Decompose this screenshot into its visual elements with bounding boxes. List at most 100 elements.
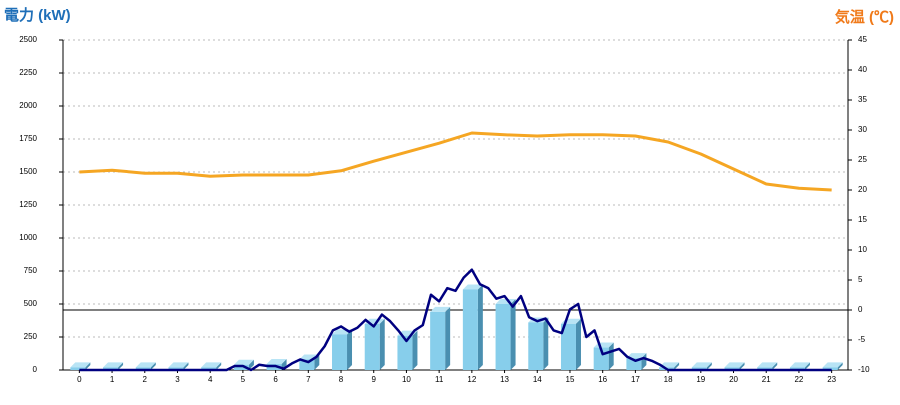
bar-side: [674, 362, 680, 370]
x-tick-label: 21: [762, 375, 771, 384]
x-tick-label: 3: [175, 375, 180, 384]
bar: [103, 367, 119, 370]
bar-top: [233, 359, 254, 365]
y2-tick-label: -5: [858, 335, 866, 344]
y2-tick-label: 15: [858, 215, 867, 224]
bar: [364, 323, 380, 370]
bar: [168, 367, 184, 370]
x-tick-label: 5: [241, 375, 246, 384]
bar-side: [772, 362, 778, 370]
x-tick-label: 22: [794, 375, 803, 384]
x-tick-label: 16: [598, 375, 607, 384]
y-tick-label: 500: [24, 299, 38, 308]
bar-top: [789, 362, 810, 368]
y2-tick-label: 45: [858, 35, 867, 44]
x-tick-label: 1: [110, 375, 115, 384]
bar-side: [445, 306, 451, 370]
bar-top: [462, 284, 483, 290]
x-tick-label: 9: [372, 375, 377, 384]
y2-tick-label: 40: [858, 65, 867, 74]
x-tick-label: 4: [208, 375, 213, 384]
bar-side: [477, 284, 483, 370]
x-tick-label: 15: [566, 375, 575, 384]
bar-top: [103, 362, 124, 368]
bar-side: [118, 362, 124, 370]
y-tick-label: 1250: [19, 200, 37, 209]
x-tick-label: 6: [273, 375, 278, 384]
bar-top: [135, 362, 156, 368]
bar-top: [430, 306, 451, 312]
bar-side: [216, 362, 222, 370]
y2-tick-label: 25: [858, 155, 867, 164]
bar-top: [626, 353, 647, 359]
x-tick-label: 17: [631, 375, 640, 384]
y-tick-label: 2000: [19, 101, 37, 110]
y2-tick-label: -10: [858, 365, 870, 374]
bar: [70, 367, 86, 370]
bar: [626, 358, 642, 370]
bar-top: [757, 362, 778, 368]
x-tick-label: 11: [435, 375, 444, 384]
bar-top: [266, 359, 287, 365]
line: [79, 131, 832, 192]
bar-side: [510, 299, 516, 370]
x-tick-label: 10: [402, 375, 411, 384]
bar-top: [822, 362, 843, 368]
bar: [822, 367, 838, 370]
bar: [560, 323, 576, 370]
x-tick-label: 23: [827, 375, 836, 384]
bar-side: [183, 362, 189, 370]
bar-side: [379, 318, 385, 370]
x-tick-label: 19: [696, 375, 705, 384]
bar: [757, 367, 773, 370]
bar-side: [248, 359, 254, 370]
x-tick-label: 13: [500, 375, 509, 384]
bar: [233, 364, 249, 370]
y2-tick-label: 0: [858, 305, 863, 314]
bar-side: [706, 362, 712, 370]
y-axis-title: 電力 (kW): [4, 6, 71, 24]
y-tick-label: 2250: [19, 68, 37, 77]
y2-tick-label: 5: [858, 275, 863, 284]
bar: [332, 334, 348, 370]
x-tick-label: 7: [306, 375, 311, 384]
bar: [789, 367, 805, 370]
y2-tick-label: 30: [858, 125, 867, 134]
bar: [299, 359, 315, 370]
bar: [397, 335, 413, 370]
y-tick-label: 250: [24, 332, 38, 341]
x-tick-label: 18: [664, 375, 673, 384]
y2-tick-label: 10: [858, 245, 867, 254]
x-tick-label: 0: [77, 375, 82, 384]
y2-axis-title: 気温 (℃): [835, 8, 894, 26]
bar-side: [837, 362, 843, 370]
bar-top: [201, 362, 222, 368]
x-tick-label: 14: [533, 375, 542, 384]
bar-top: [724, 362, 745, 368]
bar-side: [85, 362, 91, 370]
y2-tick-label: 20: [858, 185, 867, 194]
bar-side: [150, 362, 156, 370]
bar: [495, 304, 511, 370]
bar-side: [739, 362, 745, 370]
bar-side: [543, 317, 549, 370]
y-tick-label: 2500: [19, 35, 37, 44]
bar-top: [168, 362, 189, 368]
bar-side: [347, 329, 353, 370]
y-tick-label: 1750: [19, 134, 37, 143]
y-tick-label: 750: [24, 266, 38, 275]
bar: [201, 367, 217, 370]
line: [79, 268, 832, 372]
y-tick-label: 0: [33, 365, 38, 374]
bar: [430, 311, 446, 370]
x-tick-label: 8: [339, 375, 344, 384]
bar-top: [691, 362, 712, 368]
bar-side: [575, 318, 581, 370]
bar: [135, 367, 151, 370]
x-tick-label: 2: [143, 375, 148, 384]
bar: [462, 289, 478, 370]
bar-top: [70, 362, 91, 368]
y-tick-label: 1500: [19, 167, 37, 176]
bar: [528, 322, 544, 370]
